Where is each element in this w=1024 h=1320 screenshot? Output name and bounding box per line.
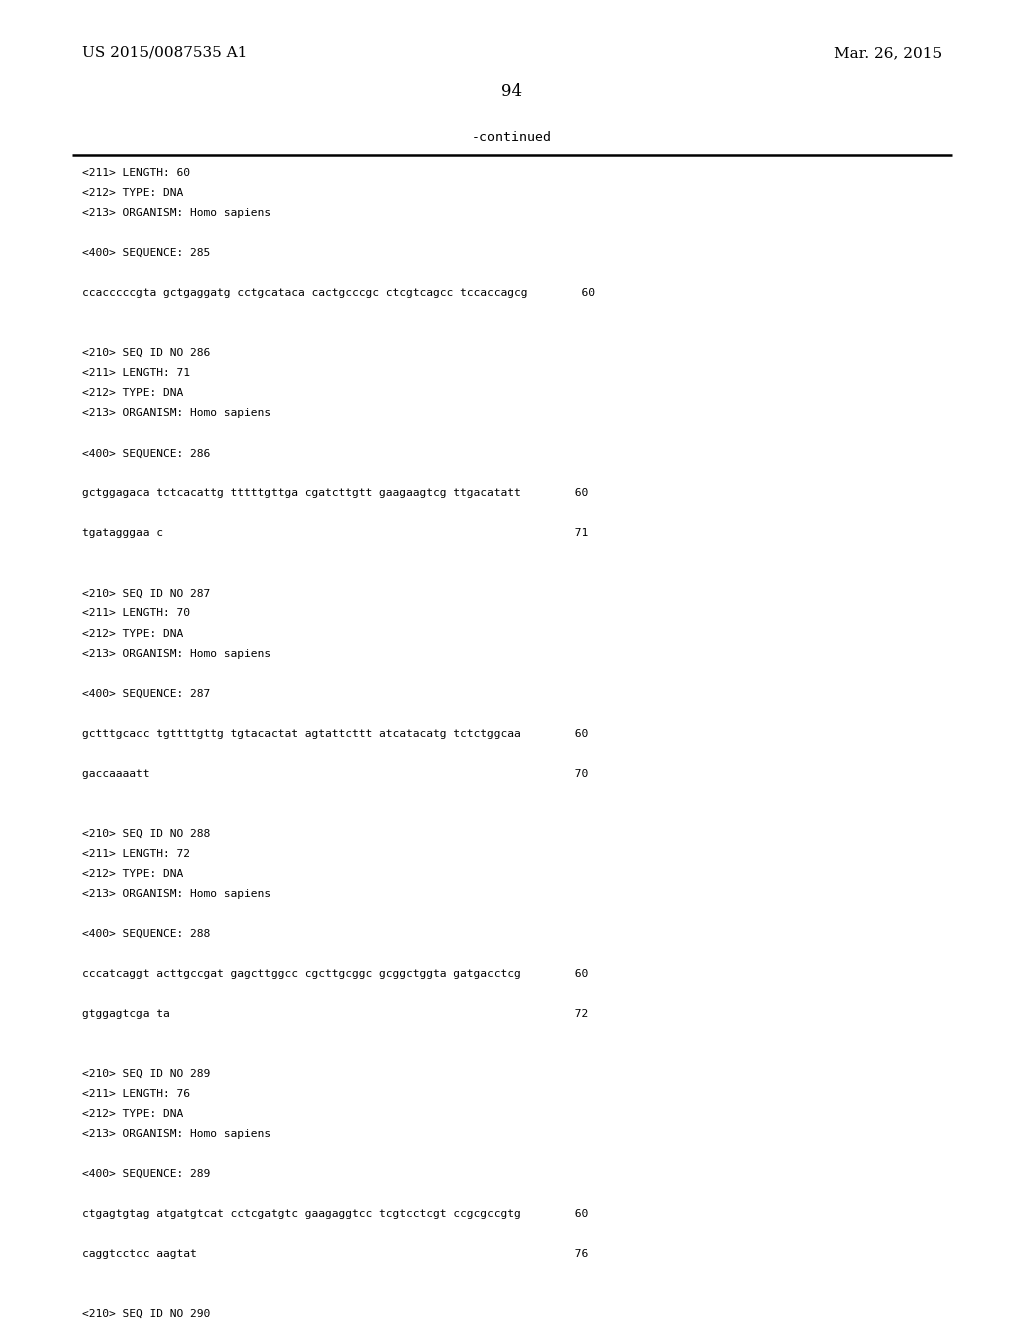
Text: <400> SEQUENCE: 286: <400> SEQUENCE: 286 bbox=[82, 449, 210, 458]
Text: <400> SEQUENCE: 287: <400> SEQUENCE: 287 bbox=[82, 689, 210, 698]
Text: <211> LENGTH: 70: <211> LENGTH: 70 bbox=[82, 609, 189, 619]
Text: <212> TYPE: DNA: <212> TYPE: DNA bbox=[82, 187, 183, 198]
Text: <210> SEQ ID NO 288: <210> SEQ ID NO 288 bbox=[82, 829, 210, 838]
Text: <210> SEQ ID NO 289: <210> SEQ ID NO 289 bbox=[82, 1069, 210, 1078]
Text: <213> ORGANISM: Homo sapiens: <213> ORGANISM: Homo sapiens bbox=[82, 888, 271, 899]
Text: gctggagaca tctcacattg tttttgttga cgatcttgtt gaagaagtcg ttgacatatt        60: gctggagaca tctcacattg tttttgttga cgatctt… bbox=[82, 488, 588, 499]
Text: <213> ORGANISM: Homo sapiens: <213> ORGANISM: Homo sapiens bbox=[82, 648, 271, 659]
Text: 94: 94 bbox=[502, 83, 522, 100]
Text: <211> LENGTH: 72: <211> LENGTH: 72 bbox=[82, 849, 189, 859]
Text: <212> TYPE: DNA: <212> TYPE: DNA bbox=[82, 628, 183, 639]
Text: gtggagtcga ta                                                            72: gtggagtcga ta 72 bbox=[82, 1008, 588, 1019]
Text: <213> ORGANISM: Homo sapiens: <213> ORGANISM: Homo sapiens bbox=[82, 209, 271, 218]
Text: <210> SEQ ID NO 287: <210> SEQ ID NO 287 bbox=[82, 589, 210, 598]
Text: <210> SEQ ID NO 290: <210> SEQ ID NO 290 bbox=[82, 1309, 210, 1319]
Text: <212> TYPE: DNA: <212> TYPE: DNA bbox=[82, 869, 183, 879]
Text: gaccaaaatt                                                               70: gaccaaaatt 70 bbox=[82, 768, 588, 779]
Text: ccacccccgta gctgaggatg cctgcataca cactgcccgc ctcgtcagcc tccaccagcg        60: ccacccccgta gctgaggatg cctgcataca cactgc… bbox=[82, 288, 595, 298]
Text: <400> SEQUENCE: 288: <400> SEQUENCE: 288 bbox=[82, 929, 210, 939]
Text: caggtcctcc aagtat                                                        76: caggtcctcc aagtat 76 bbox=[82, 1249, 588, 1259]
Text: <400> SEQUENCE: 289: <400> SEQUENCE: 289 bbox=[82, 1170, 210, 1179]
Text: <400> SEQUENCE: 285: <400> SEQUENCE: 285 bbox=[82, 248, 210, 259]
Text: <211> LENGTH: 60: <211> LENGTH: 60 bbox=[82, 168, 189, 178]
Text: gctttgcacc tgttttgttg tgtacactat agtattcttt atcatacatg tctctggcaa        60: gctttgcacc tgttttgttg tgtacactat agtattc… bbox=[82, 729, 588, 739]
Text: -continued: -continued bbox=[472, 131, 552, 144]
Text: ctgagtgtag atgatgtcat cctcgatgtc gaagaggtcc tcgtcctcgt ccgcgccgtg        60: ctgagtgtag atgatgtcat cctcgatgtc gaagagg… bbox=[82, 1209, 588, 1220]
Text: <211> LENGTH: 71: <211> LENGTH: 71 bbox=[82, 368, 189, 379]
Text: <210> SEQ ID NO 286: <210> SEQ ID NO 286 bbox=[82, 348, 210, 358]
Text: <212> TYPE: DNA: <212> TYPE: DNA bbox=[82, 1109, 183, 1119]
Text: Mar. 26, 2015: Mar. 26, 2015 bbox=[834, 46, 942, 59]
Text: <211> LENGTH: 76: <211> LENGTH: 76 bbox=[82, 1089, 189, 1100]
Text: tgatagggaa c                                                             71: tgatagggaa c 71 bbox=[82, 528, 588, 539]
Text: <213> ORGANISM: Homo sapiens: <213> ORGANISM: Homo sapiens bbox=[82, 1129, 271, 1139]
Text: <212> TYPE: DNA: <212> TYPE: DNA bbox=[82, 388, 183, 399]
Text: cccatcaggt acttgccgat gagcttggcc cgcttgcggc gcggctggta gatgacctcg        60: cccatcaggt acttgccgat gagcttggcc cgcttgc… bbox=[82, 969, 588, 979]
Text: US 2015/0087535 A1: US 2015/0087535 A1 bbox=[82, 46, 247, 59]
Text: <213> ORGANISM: Homo sapiens: <213> ORGANISM: Homo sapiens bbox=[82, 408, 271, 418]
